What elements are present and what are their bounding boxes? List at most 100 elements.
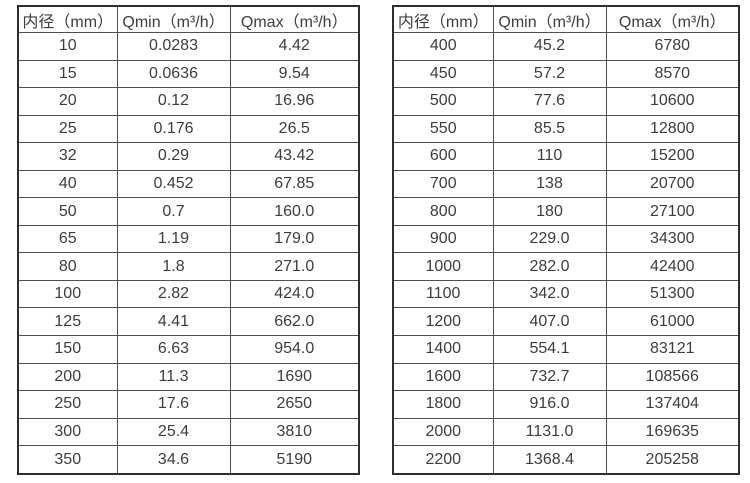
table-row: 2000 1131.0 169635 xyxy=(392,417,740,447)
table-cell: 0.452 xyxy=(116,169,231,199)
table-row: 20 0.12 16.96 xyxy=(17,87,360,116)
table-cell: 51300 xyxy=(605,279,740,309)
table-row: 600 110 15200 xyxy=(392,142,740,171)
table-row: 550 85.5 12800 xyxy=(392,114,740,144)
column-header: Qmin（m³/h） xyxy=(116,5,231,33)
table-cell: 1600 xyxy=(392,362,494,392)
table-cell: 732.7 xyxy=(492,362,607,392)
table-row: 800 180 27100 xyxy=(392,197,740,226)
table-cell: 179.0 xyxy=(229,224,360,254)
table-cell: 229.0 xyxy=(492,224,607,254)
table-cell: 43.42 xyxy=(229,142,360,171)
table-row: 400 45.2 6780 xyxy=(392,32,740,61)
table-cell: 65 xyxy=(17,224,118,254)
table-row: 1800 916.0 137404 xyxy=(392,390,740,419)
table-row: 1200 407.0 61000 xyxy=(392,307,740,337)
table-cell: 20700 xyxy=(605,169,740,199)
table-row: 32 0.29 43.42 xyxy=(17,142,360,171)
table-cell: 2200 xyxy=(392,445,494,475)
table-row: 65 1.19 179.0 xyxy=(17,224,360,254)
table-cell: 662.0 xyxy=(229,307,360,337)
table-row: 1100 342.0 51300 xyxy=(392,279,740,309)
table-cell: 6.63 xyxy=(116,335,231,364)
table-cell: 57.2 xyxy=(492,59,607,89)
table-cell: 61000 xyxy=(605,307,740,337)
table-cell: 16.96 xyxy=(229,87,360,116)
column-header: Qmax（m³/h） xyxy=(229,5,360,33)
table-row: 40 0.452 67.85 xyxy=(17,169,360,199)
table-row: 250 17.6 2650 xyxy=(17,390,360,419)
table-row: 10 0.0283 4.42 xyxy=(17,32,360,61)
table-cell: 40 xyxy=(17,169,118,199)
table-cell: 25.4 xyxy=(116,417,231,447)
table-cell: 1690 xyxy=(229,362,360,392)
table-cell: 200 xyxy=(17,362,118,392)
column-header: Qmax（m³/h） xyxy=(605,5,740,33)
table-cell: 916.0 xyxy=(492,390,607,419)
table-row: 50 0.7 160.0 xyxy=(17,197,360,226)
table-cell: 9.54 xyxy=(229,59,360,89)
table-cell: 400 xyxy=(392,32,494,61)
table-row: 1000 282.0 42400 xyxy=(392,252,740,281)
table-row: 700 138 20700 xyxy=(392,169,740,199)
table-cell: 67.85 xyxy=(229,169,360,199)
table-cell: 0.29 xyxy=(116,142,231,171)
column-header: Qmin（m³/h） xyxy=(492,5,607,33)
table-cell: 1800 xyxy=(392,390,494,419)
flow-rate-table-small-diameters: 内径（mm） Qmin（m³/h） Qmax（m³/h） 10 0.0283 4.42 1… xyxy=(17,5,360,475)
table-cell: 42400 xyxy=(605,252,740,281)
table-row: 200 11.3 1690 xyxy=(17,362,360,392)
table-cell: 20 xyxy=(17,87,118,116)
table-cell: 2650 xyxy=(229,390,360,419)
table-cell: 15200 xyxy=(605,142,740,171)
table-row: 350 34.6 5190 xyxy=(17,445,360,475)
table-row: 450 57.2 8570 xyxy=(392,59,740,89)
table-cell: 271.0 xyxy=(229,252,360,281)
table-row: 80 1.8 271.0 xyxy=(17,252,360,281)
table-cell: 3810 xyxy=(229,417,360,447)
table-cell: 15 xyxy=(17,59,118,89)
table-cell: 0.12 xyxy=(116,87,231,116)
table-row: 300 25.4 3810 xyxy=(17,417,360,447)
table-cell: 32 xyxy=(17,142,118,171)
table-row: 25 0.176 26.5 xyxy=(17,114,360,144)
table-cell: 554.1 xyxy=(492,335,607,364)
table-cell: 0.7 xyxy=(116,197,231,226)
table-cell: 80 xyxy=(17,252,118,281)
column-header: 内径（mm） xyxy=(17,5,118,33)
table-cell: 8570 xyxy=(605,59,740,89)
table-cell: 150 xyxy=(17,335,118,364)
table-cell: 45.2 xyxy=(492,32,607,61)
table-cell: 2.82 xyxy=(116,279,231,309)
table-row: 150 6.63 954.0 xyxy=(17,335,360,364)
table-cell: 160.0 xyxy=(229,197,360,226)
table-cell: 550 xyxy=(392,114,494,144)
table-cell: 6780 xyxy=(605,32,740,61)
table-row: 125 4.41 662.0 xyxy=(17,307,360,337)
table-cell: 424.0 xyxy=(229,279,360,309)
table-cell: 83121 xyxy=(605,335,740,364)
table-cell: 250 xyxy=(17,390,118,419)
table-cell: 77.6 xyxy=(492,87,607,116)
table-cell: 0.176 xyxy=(116,114,231,144)
table-cell: 900 xyxy=(392,224,494,254)
table-cell: 500 xyxy=(392,87,494,116)
table-cell: 342.0 xyxy=(492,279,607,309)
table-cell: 450 xyxy=(392,59,494,89)
table-row: 15 0.0636 9.54 xyxy=(17,59,360,89)
table-cell: 0.0636 xyxy=(116,59,231,89)
table-cell: 4.41 xyxy=(116,307,231,337)
table-cell: 282.0 xyxy=(492,252,607,281)
table-cell: 700 xyxy=(392,169,494,199)
table-cell: 10 xyxy=(17,32,118,61)
table-cell: 34.6 xyxy=(116,445,231,475)
table-row: 1400 554.1 83121 xyxy=(392,335,740,364)
header-row: 内径（mm） Qmin（m³/h） Qmax（m³/h） xyxy=(392,5,740,33)
table-row: 500 77.6 10600 xyxy=(392,87,740,116)
table-cell: 1.8 xyxy=(116,252,231,281)
table-cell: 169635 xyxy=(605,417,740,447)
table-cell: 125 xyxy=(17,307,118,337)
table-cell: 180 xyxy=(492,197,607,226)
table-cell: 5190 xyxy=(229,445,360,475)
